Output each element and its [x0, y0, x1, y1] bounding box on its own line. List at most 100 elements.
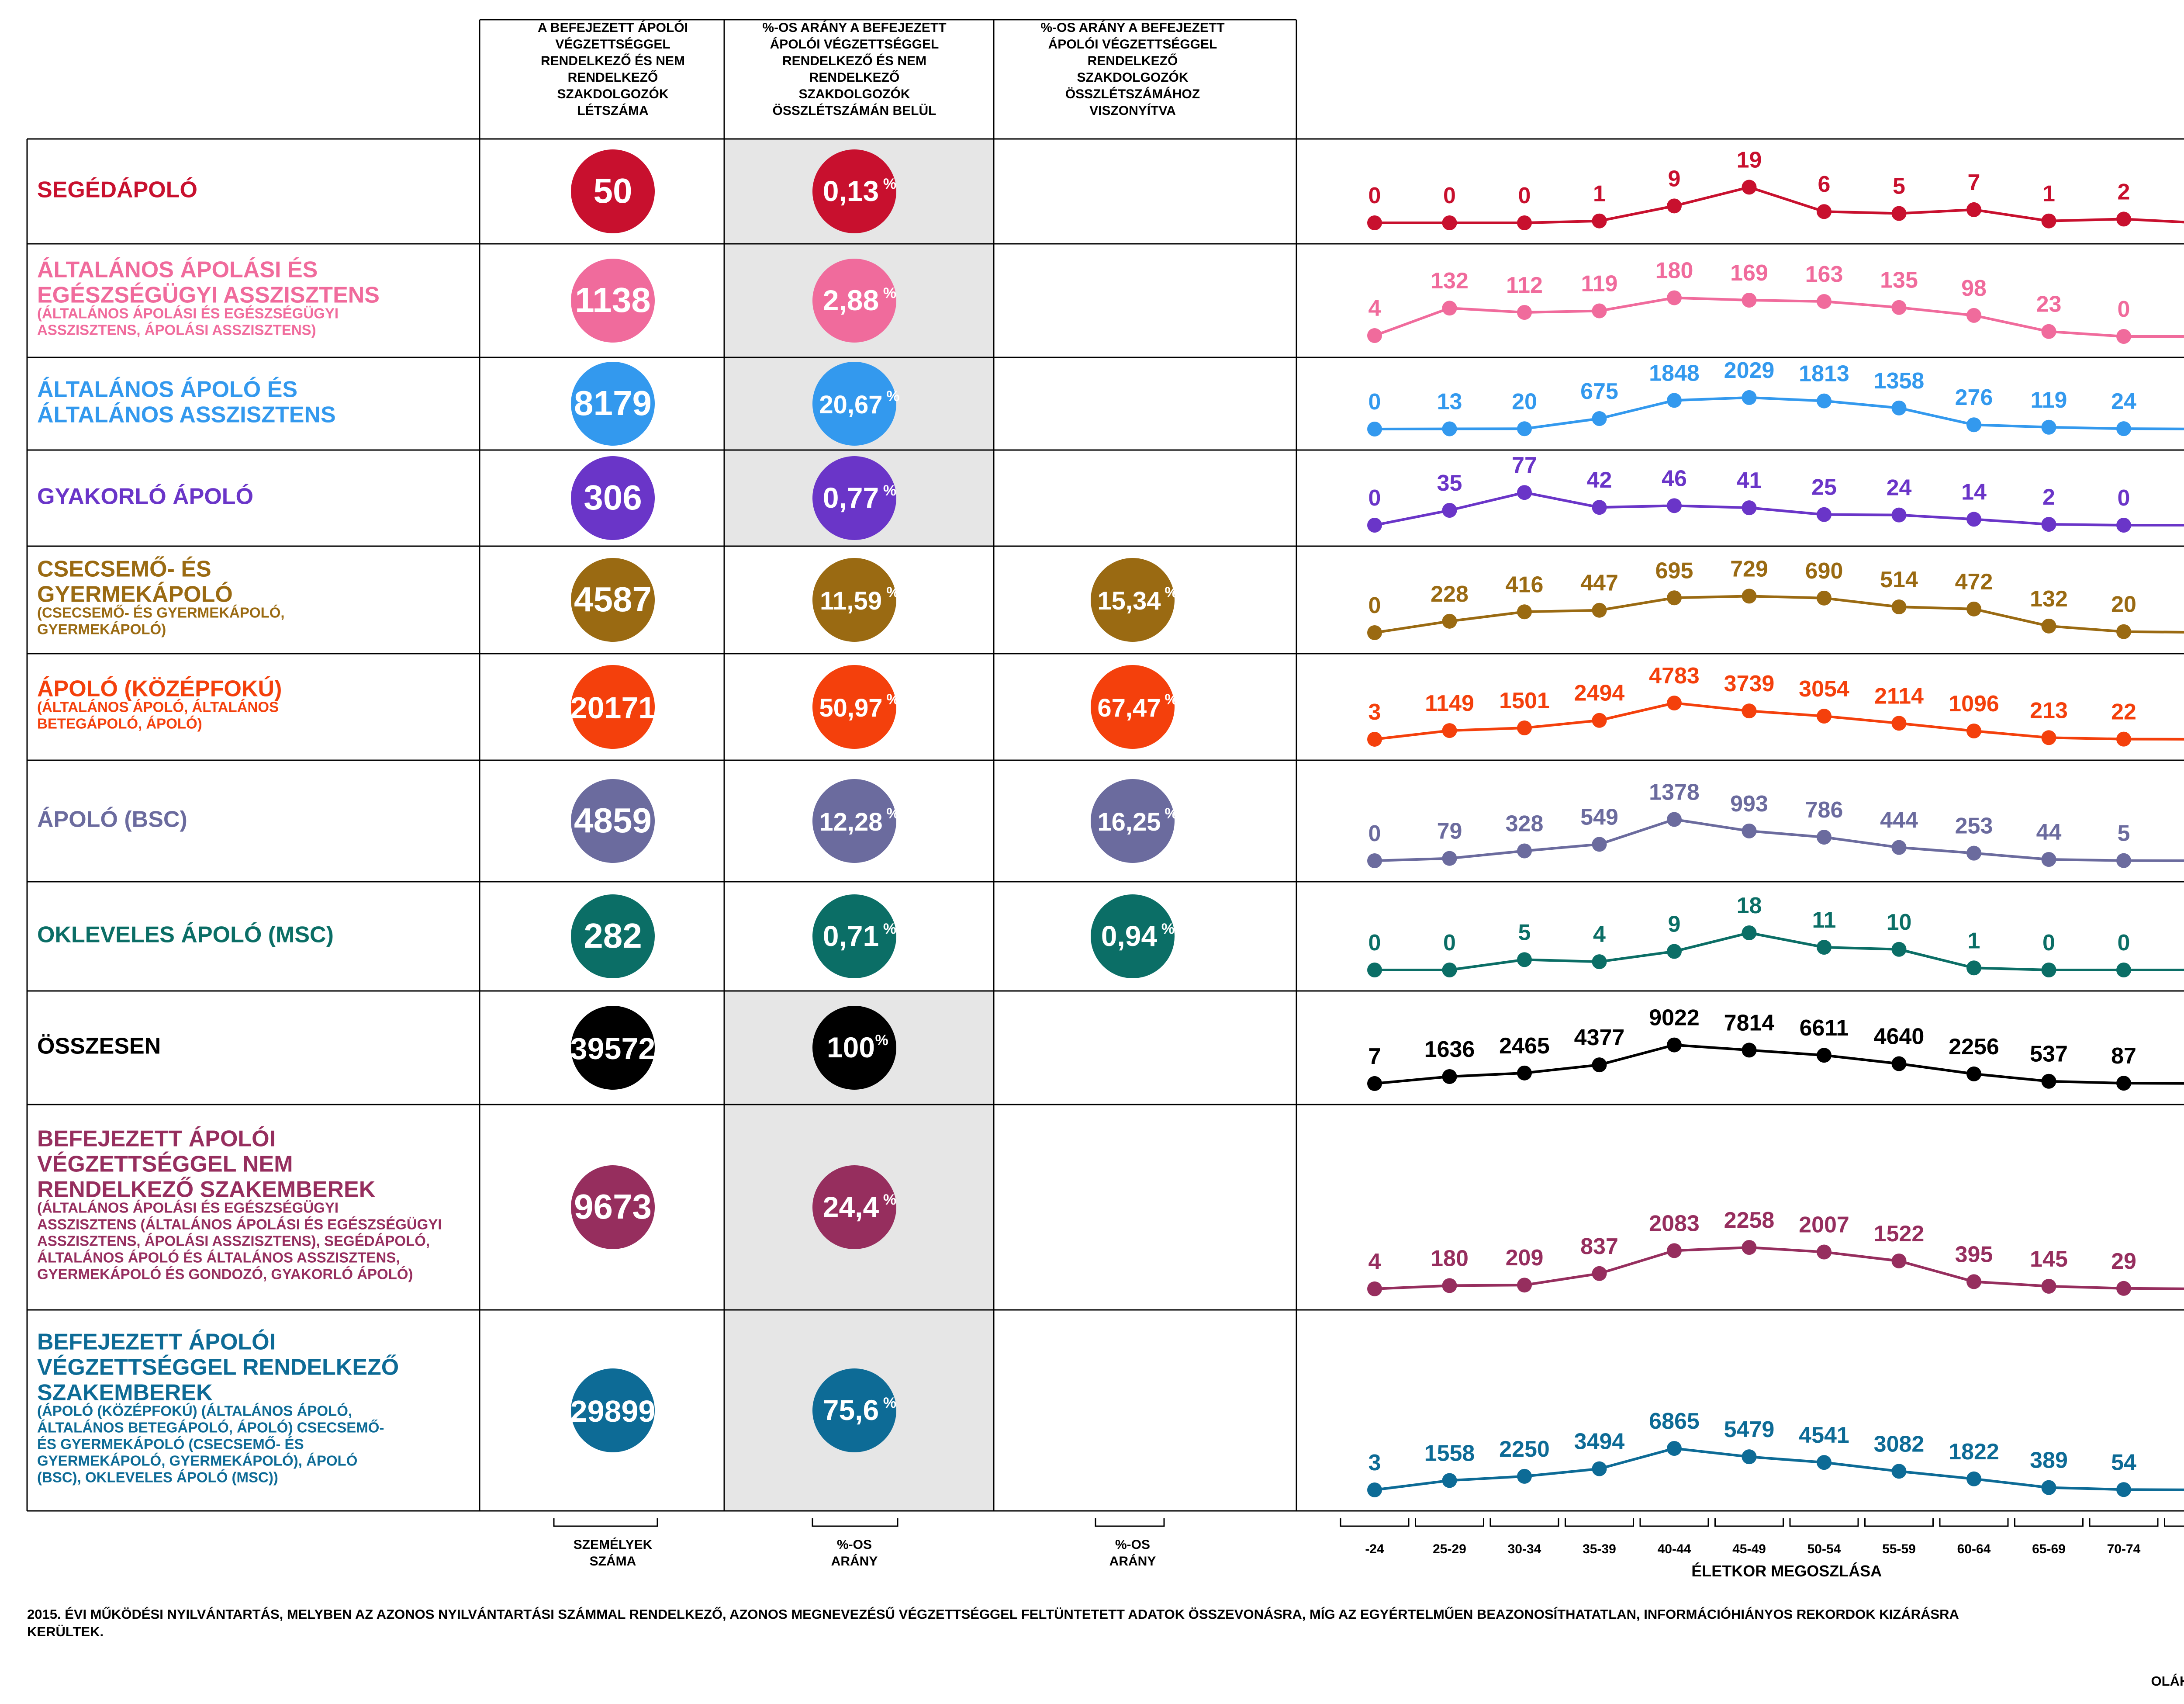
data-point [1592, 213, 1607, 229]
header-share_total-line: RENDELKEZŐ [809, 70, 900, 85]
data-point [1742, 1240, 1757, 1255]
row-subtitle: GYERMEKÁPOLÓ, GYERMEKÁPOLÓ), ÁPOLÓ [37, 1453, 357, 1469]
row-subtitle: ÉS GYERMEKÁPOLÓ (CSECSEMŐ- ÉS [37, 1436, 304, 1452]
row-okleveles: OKLEVELES ÁPOLÓ (MSC) 282 0,71% 0,94 %0 0 5 4 91… [37, 893, 2184, 978]
data-label: 0 [1368, 485, 1381, 511]
data-point [1742, 1042, 1757, 1058]
row-title: ÁLTALÁNOS ÁPOLÓ ÉS [37, 377, 297, 402]
data-point [1817, 1455, 1832, 1470]
data-label: 729 [1730, 556, 1768, 582]
data-label: 4 [1368, 296, 1381, 321]
data-label: 1358 [1874, 368, 1925, 394]
count-value: 50 [594, 171, 632, 210]
data-point [1517, 215, 1532, 230]
data-label: 0 [1368, 930, 1381, 956]
row-subtitle: GYERMEKÁPOLÓ) [37, 621, 166, 637]
count-bubble [571, 259, 655, 343]
age-bracket [1340, 1518, 1410, 1527]
series-line [1374, 595, 2184, 634]
age-tick-label: 30-34 [1508, 1542, 1541, 1556]
data-label: 695 [1655, 558, 1693, 583]
data-label: 416 [1506, 572, 1544, 597]
header-share_total-line: SZAKDOLGOZÓK [799, 87, 910, 101]
count-value: 9673 [574, 1187, 652, 1226]
data-point [1592, 837, 1607, 852]
data-point [1891, 942, 1907, 957]
share-nursing-percent-sign: % [1165, 691, 1178, 708]
data-label: 35 [1437, 471, 1462, 496]
data-label: 18 [1737, 893, 1762, 918]
data-point [1442, 215, 1457, 230]
age-bracket [1864, 1518, 1934, 1527]
data-label: 132 [1431, 268, 1469, 294]
share-total-bubble [812, 558, 896, 642]
credit: OLÁH ET AL. [2151, 1673, 2184, 1689]
data-point [1817, 507, 1832, 522]
data-label: 169 [1730, 260, 1768, 286]
row-title: ÁLTALÁNOS ASSZISZTENS [37, 402, 336, 428]
data-point [1742, 180, 1757, 195]
data-point [1517, 1468, 1532, 1484]
row-subtitle: (BSC), OKLEVELES ÁPOLÓ (MSC)) [37, 1469, 278, 1486]
data-label: 11 [1812, 907, 1836, 933]
data-label: 4 [1593, 922, 1606, 947]
age-tick-label: 40-44 [1658, 1542, 1691, 1556]
count-bubble [571, 779, 655, 863]
age-tick-label: 60-64 [1957, 1542, 1991, 1556]
data-label: 79 [1437, 819, 1462, 844]
data-label: 2 [2042, 485, 2055, 510]
data-label: 786 [1805, 797, 1843, 823]
data-point [2041, 852, 2056, 867]
data-label: 5 [1893, 174, 1905, 199]
data-point [2041, 324, 2056, 339]
data-label: 1096 [1949, 691, 1999, 717]
data-point [1817, 830, 1832, 845]
data-point [1367, 328, 1382, 343]
data-label: 20 [2111, 592, 2136, 617]
data-point [1742, 1449, 1757, 1465]
row-title: RENDELKEZŐ SZAKEMBEREK [37, 1177, 376, 1202]
data-label: 2029 [1724, 358, 1775, 383]
data-point [2041, 618, 2056, 634]
share-total-value: 50,97 [819, 694, 882, 722]
data-point [1742, 823, 1757, 838]
header-share_total-line: ÖSSZLÉTSZÁMÁN BELÜL [773, 103, 936, 118]
data-point [1966, 960, 1981, 976]
count-value: 29899 [570, 1394, 656, 1428]
data-point [1517, 952, 1532, 967]
row-title: ÁPOLÓ (BSC) [37, 807, 187, 832]
data-point [1966, 601, 1981, 616]
data-label: 145 [2030, 1247, 2068, 1272]
data-label: 180 [1431, 1246, 1469, 1271]
header-share_nursing-line: SZAKDOLGOZÓK [1077, 70, 1189, 85]
data-label: 77 [1512, 453, 1537, 478]
share-total-bubble [812, 259, 896, 343]
data-point [2116, 518, 2131, 533]
data-point [1592, 500, 1607, 515]
count-value: 1138 [575, 281, 651, 319]
row-subtitle: (CSECSEMŐ- ÉS GYERMEKÁPOLÓ, [37, 605, 285, 621]
share-total-percent-sign: % [883, 176, 896, 192]
age-tick-label: 45-49 [1732, 1542, 1766, 1556]
series-line [1374, 818, 2184, 862]
data-point [1891, 300, 1907, 315]
footer-pct-label: %-OS [837, 1538, 872, 1552]
data-point [1367, 1076, 1382, 1091]
data-point [1966, 1066, 1981, 1081]
data-label: 447 [1580, 571, 1618, 596]
data-label: 2250 [1499, 1437, 1550, 1462]
share-nursing-bubble [1091, 779, 1175, 863]
data-label: 5 [1518, 920, 1531, 945]
data-label: 132 [2030, 586, 2068, 612]
data-point [1442, 1473, 1457, 1488]
data-label: 4 [1368, 1249, 1381, 1275]
data-label: 3 [1368, 700, 1381, 725]
data-point [1817, 1048, 1832, 1063]
data-point [1667, 944, 1682, 959]
data-label: 0 [2042, 930, 2055, 956]
data-point [1966, 417, 1981, 433]
data-point [1891, 400, 1907, 416]
footnote: 2015. ÉVI MŰKÖDÉSI NYILVÁNTARTÁS, MELYBE… [27, 1606, 1959, 1622]
data-point [1667, 498, 1682, 513]
